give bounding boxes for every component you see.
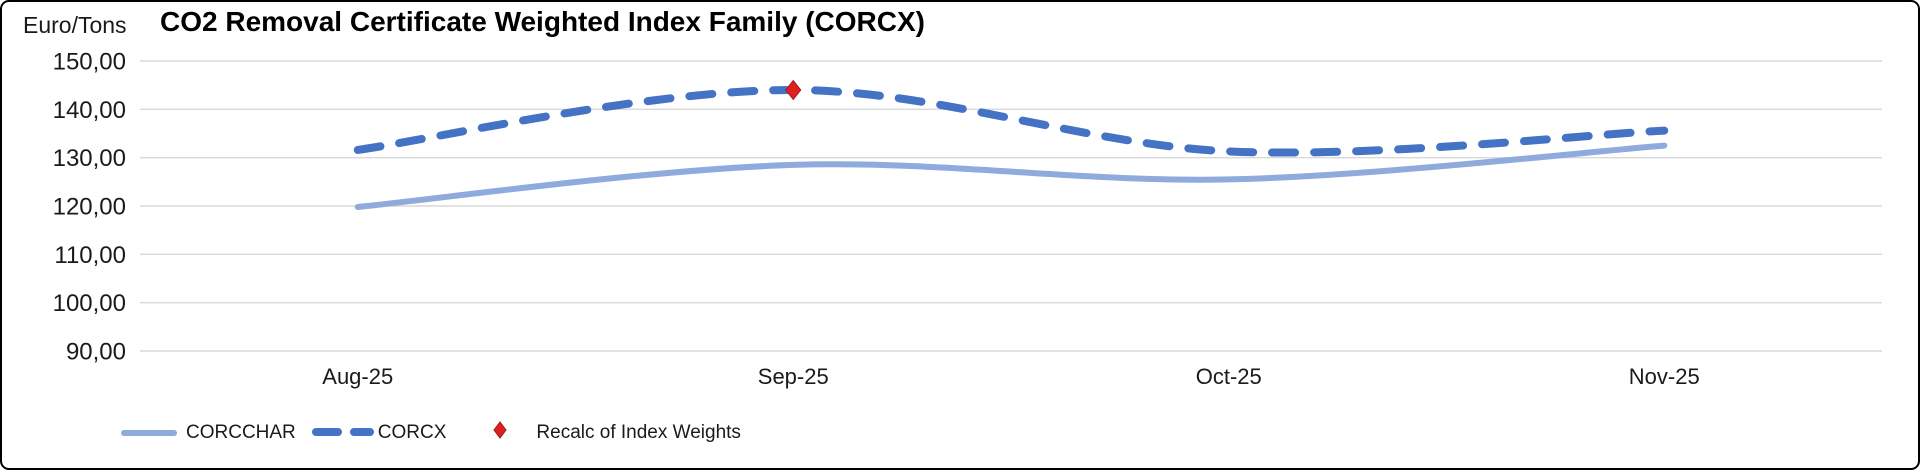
series-line-corcx xyxy=(353,85,1669,157)
series-line-corcchar xyxy=(354,142,1668,210)
legend-label-recalc-of-index-weights: Recalc of Index Weights xyxy=(536,422,741,443)
legend-swatch-2 xyxy=(492,420,508,446)
y-tick-label: 100,00 xyxy=(53,290,126,317)
y-axis-unit-label: Euro/Tons xyxy=(23,12,127,38)
legend-swatch-0 xyxy=(120,422,178,444)
y-tick-label: 110,00 xyxy=(54,242,126,269)
legend-label-corcx: CORCX xyxy=(377,422,447,443)
corcx-dashed-line-swatch-icon xyxy=(311,428,374,436)
chart-title: CO2 Removal Certificate Weighted Index F… xyxy=(160,6,925,37)
recalc-marker-diamond xyxy=(785,79,802,101)
y-tick-label: 130,00 xyxy=(53,145,126,172)
y-tick-label: 120,00 xyxy=(53,194,126,221)
x-tick-label: Nov-25 xyxy=(1629,364,1700,389)
y-tick-label: 150,00 xyxy=(53,49,126,76)
corcchar-line-swatch-icon xyxy=(121,430,177,436)
x-tick-label: Aug-25 xyxy=(322,364,393,389)
legend: CORCCHAR CORCX Recalc of Index Weights xyxy=(120,419,741,447)
x-tick-label: Oct-25 xyxy=(1196,364,1262,389)
y-tick-label: 90,00 xyxy=(66,339,126,366)
legend-swatch-1 xyxy=(311,422,374,444)
x-tick-label: Sep-25 xyxy=(758,364,829,389)
y-tick-label: 140,00 xyxy=(53,97,126,124)
recalc-diamond-icon xyxy=(493,421,508,439)
legend-label-corcchar: CORCCHAR xyxy=(186,422,296,443)
